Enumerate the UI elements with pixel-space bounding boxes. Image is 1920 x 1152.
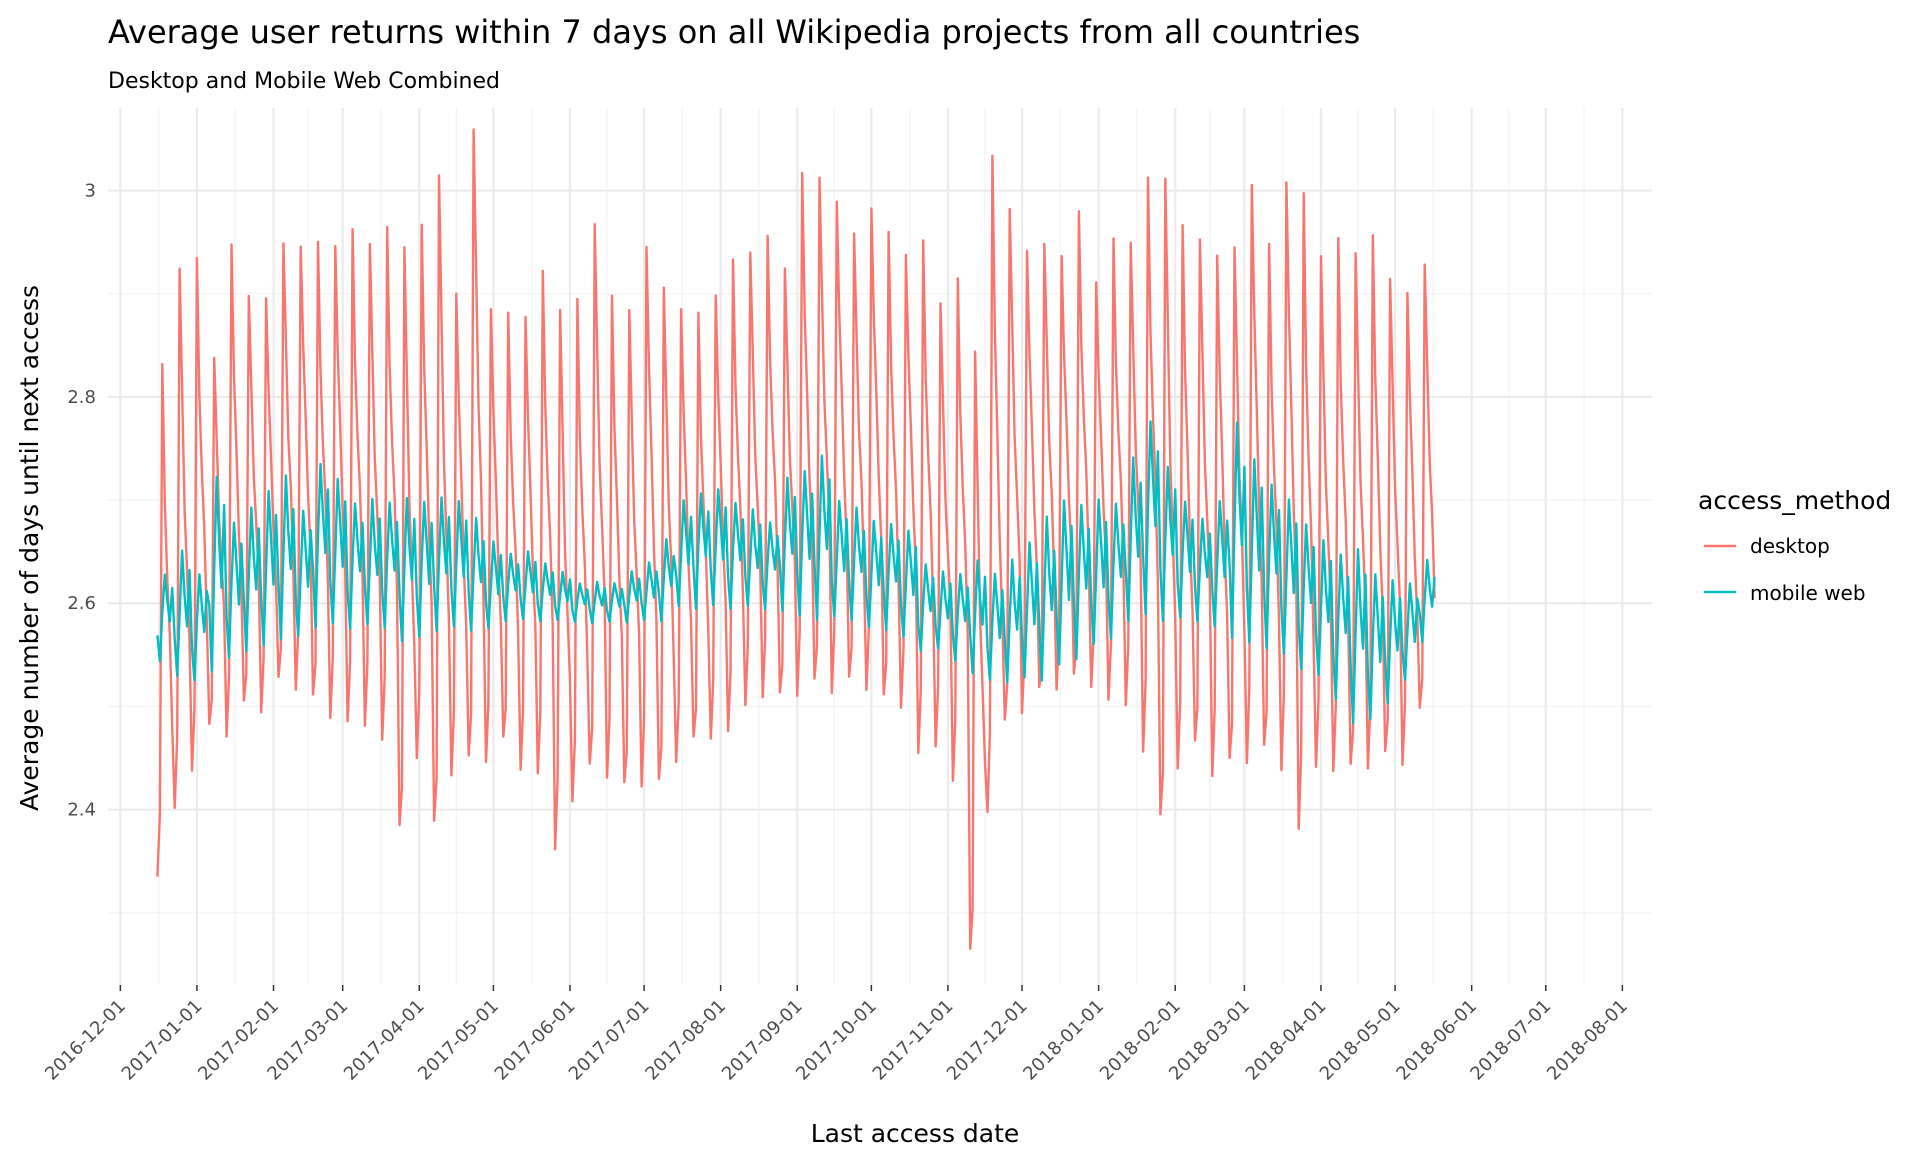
chart-title: Average user returns within 7 days on al… [108, 13, 1360, 51]
x-tick-label: 2018-05-01 [1316, 996, 1405, 1085]
x-tick-label: 2018-07-01 [1466, 996, 1555, 1085]
series-line-mobile-web [156, 420, 1436, 725]
y-tick-label: 3 [85, 181, 96, 202]
x-tick-label: 2018-01-01 [1019, 996, 1108, 1085]
x-tick-label: 2017-12-01 [943, 996, 1032, 1085]
x-tick-label: 2017-01-01 [118, 996, 207, 1085]
legend: access_method desktop mobile web [1698, 486, 1891, 612]
legend-item-desktop: desktop [1700, 526, 1830, 566]
x-axis: 2016-12-012017-01-012017-02-012017-03-01… [41, 985, 1632, 1085]
series-lines [156, 128, 1436, 950]
x-tick-label: 2017-08-01 [641, 996, 730, 1085]
x-tick-label: 2016-12-01 [41, 996, 130, 1085]
chart-subtitle: Desktop and Mobile Web Combined [108, 69, 500, 94]
y-tick-label: 2.4 [67, 800, 96, 821]
legend-label-desktop: desktop [1750, 534, 1830, 558]
y-tick-label: 2.8 [67, 387, 96, 408]
legend-label-mobile-web: mobile web [1750, 581, 1866, 605]
y-axis-title: Average number of days until next access [15, 285, 44, 811]
x-tick-label: 2017-05-01 [414, 996, 503, 1085]
y-tick-label: 2.6 [67, 593, 96, 614]
legend-item-mobile-web: mobile web [1700, 572, 1866, 612]
y-axis: 2.4 2.6 2.8 3 [67, 181, 96, 821]
series-line-desktop [156, 128, 1436, 950]
x-tick-label: 2018-08-01 [1543, 996, 1632, 1085]
x-tick-label: 2017-10-01 [792, 996, 881, 1085]
legend-title: access_method [1698, 486, 1891, 515]
plot-panel [108, 108, 1652, 985]
x-tick-label: 2017-07-01 [565, 996, 654, 1085]
x-axis-title: Last access date [811, 1119, 1020, 1148]
